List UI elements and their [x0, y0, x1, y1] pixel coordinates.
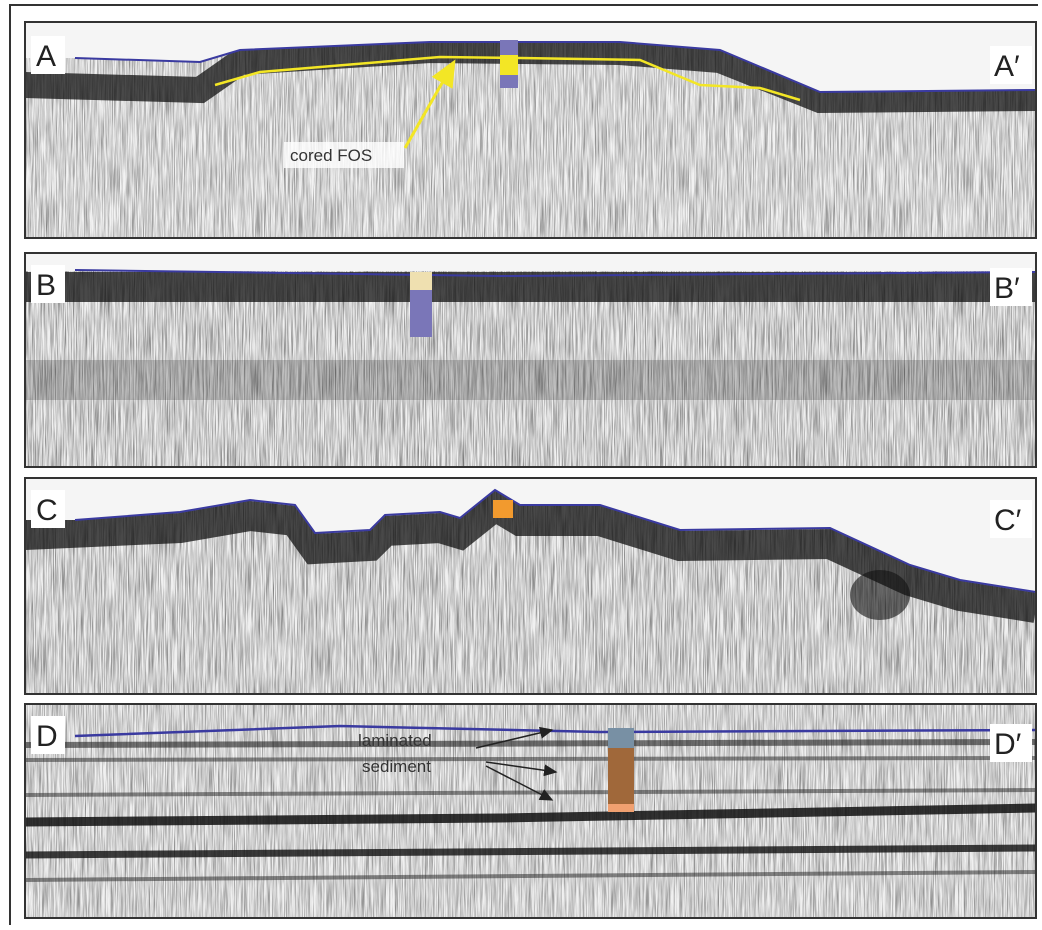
- figure: A A′ cored FOS B B′ C C′ D D′ laminated …: [0, 0, 1042, 930]
- panel-label: C: [36, 494, 58, 527]
- annotation: cored FOS: [290, 146, 372, 165]
- panel-label: D: [36, 720, 58, 753]
- panel-end-label: A′: [994, 50, 1020, 83]
- panel-end-label: B′: [994, 272, 1020, 305]
- panel-a: [25, 22, 1036, 238]
- panel-d: [25, 704, 1036, 918]
- panel-b: [25, 253, 1036, 467]
- panel-end-label: C′: [994, 504, 1022, 537]
- panel-end-label: D′: [994, 728, 1022, 761]
- panel-c: [25, 478, 1036, 694]
- annotation: sediment: [362, 757, 431, 776]
- annotation: laminated: [358, 731, 432, 750]
- panel-label: A: [36, 40, 56, 73]
- panel-label: B: [36, 269, 56, 302]
